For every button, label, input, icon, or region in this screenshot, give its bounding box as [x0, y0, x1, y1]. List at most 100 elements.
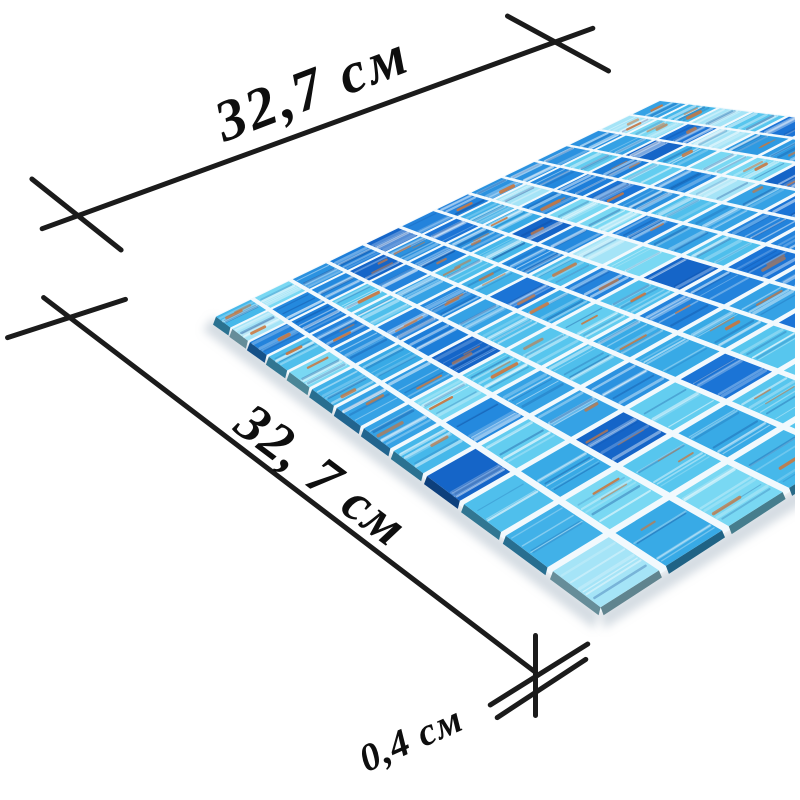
mosaic-tile	[596, 135, 652, 155]
mosaic-tile	[477, 312, 547, 348]
mosaic-tile	[643, 257, 719, 290]
mosaic-tile	[564, 267, 635, 300]
mosaic-tile	[427, 448, 511, 501]
mosaic-tile	[334, 329, 396, 364]
mosaic-tile	[625, 140, 684, 161]
mosaic-tile	[437, 194, 489, 216]
mosaic-tile	[336, 385, 406, 426]
mosaic-tile	[691, 108, 750, 127]
mosaic-tile	[653, 169, 718, 193]
mosaic-tile	[725, 157, 793, 182]
mosaic-tile	[521, 443, 612, 497]
tile-side-face	[309, 389, 334, 414]
mosaic-tile	[593, 318, 673, 358]
mosaic-tile	[767, 196, 795, 218]
mosaic-tile	[384, 360, 454, 400]
mosaic-tile	[537, 146, 591, 166]
mosaic-tile	[530, 167, 585, 189]
mosaic-tile	[291, 303, 347, 334]
mosaic-tile	[650, 195, 718, 222]
mosaic-tile	[726, 184, 795, 211]
mosaic-tile	[402, 211, 454, 234]
mosaic-tile	[555, 303, 630, 340]
mosaic-tile	[591, 157, 650, 179]
mosaic-tile	[570, 130, 623, 150]
mosaic-tile	[509, 327, 584, 366]
mosaic-tile	[783, 363, 795, 375]
mosaic-tile	[778, 313, 795, 328]
mosaic-tile	[445, 397, 525, 443]
tile-side-face	[229, 328, 248, 349]
mosaic-tile	[761, 139, 795, 162]
mosaic-tile	[661, 104, 717, 122]
mosaic-tile	[353, 295, 413, 326]
tile-side-face	[333, 407, 361, 434]
tile-side-face	[502, 535, 548, 576]
sheet-shadow	[203, 317, 600, 629]
mosaic-tile	[254, 281, 306, 308]
tile-side-face	[424, 476, 460, 509]
mosaic-tile	[545, 344, 625, 385]
mosaic-tile	[606, 246, 677, 277]
mosaic-tile	[684, 269, 765, 305]
mosaic-tile	[481, 419, 566, 469]
mosaic-tile	[521, 290, 592, 324]
tile-side-face	[360, 428, 391, 457]
mosaic-tile	[770, 230, 795, 250]
mosaic-tile	[350, 254, 404, 281]
mosaic-tile	[759, 116, 795, 137]
tile-side-face	[265, 356, 288, 379]
mosaic-tile	[565, 469, 664, 530]
tile-side-face	[600, 570, 662, 616]
mosaic-tile	[410, 245, 467, 272]
mosaic-tile	[534, 390, 619, 437]
mosaic-tile	[403, 321, 469, 356]
mosaic-tile	[268, 337, 327, 371]
mosaic-tile	[727, 213, 795, 243]
tile-side-face	[286, 372, 310, 396]
mosaic-tile	[678, 404, 777, 458]
mosaic-tile	[563, 151, 619, 172]
mosaic-tile	[249, 323, 305, 355]
mosaic-tile	[540, 226, 604, 253]
tile-side-face	[665, 530, 725, 574]
mosaic-tile	[496, 370, 576, 414]
mosaic-tile	[330, 245, 382, 270]
tile-side-face	[461, 504, 501, 540]
mosaic-tile	[424, 218, 479, 243]
mosaic-tile	[675, 464, 783, 527]
mosaic-tile	[774, 269, 795, 287]
mosaic-tile	[358, 344, 424, 381]
mosaic-tile	[632, 101, 686, 118]
mosaic-tile	[688, 176, 756, 202]
mosaic-tile	[331, 283, 388, 313]
tile-side-face	[213, 316, 231, 336]
mosaic-tile	[724, 112, 785, 132]
mosaic-tile	[556, 174, 615, 196]
mosaic-tile	[485, 209, 543, 233]
mosaic-tile	[289, 351, 351, 388]
mosaic-tile	[685, 235, 761, 266]
mosaic-tile	[622, 436, 722, 493]
mosaic-tile	[680, 353, 773, 399]
mosaic-tile	[612, 215, 679, 243]
mosaic-tile	[585, 180, 646, 204]
mosaic-tile	[732, 373, 795, 424]
mosaic-tile	[312, 367, 377, 406]
mosaic-tile	[292, 263, 344, 289]
mosaic-tile	[647, 224, 719, 254]
mosaic-tile	[366, 228, 418, 252]
tile-side-face	[728, 492, 786, 535]
mosaic-tile	[730, 325, 795, 369]
mosaic-tile	[549, 198, 610, 223]
mosaic-tile	[505, 504, 603, 568]
mosaic-tile	[576, 412, 667, 464]
mosaic-tile	[387, 236, 442, 262]
tile-side-face	[789, 484, 795, 496]
mosaic-tile	[764, 165, 795, 188]
mosaic-tile	[687, 204, 759, 232]
mosaic-tile	[553, 537, 659, 608]
